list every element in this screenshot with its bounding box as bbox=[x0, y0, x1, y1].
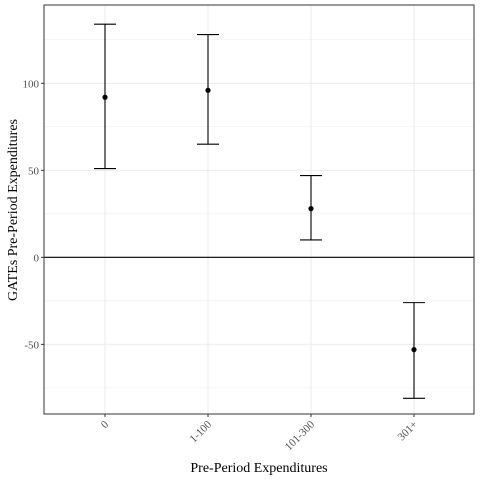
y-tick-label: -50 bbox=[24, 339, 39, 351]
point-estimate-1-100 bbox=[205, 87, 211, 93]
y-tick-label: 0 bbox=[34, 252, 40, 264]
y-tick-label: 100 bbox=[23, 78, 40, 90]
y-axis-title: GATEs Pre-Period Expenditures bbox=[6, 119, 21, 301]
y-tick-label: 50 bbox=[28, 165, 40, 177]
point-estimate-0 bbox=[102, 94, 108, 100]
x-axis-title: Pre-Period Expenditures bbox=[190, 461, 327, 476]
point-estimates bbox=[102, 87, 417, 353]
panel-border bbox=[43, 4, 475, 415]
point-estimate-301+ bbox=[411, 347, 417, 353]
point-estimate-101-300 bbox=[308, 206, 314, 212]
y-axis: -50 0 50 100 bbox=[23, 78, 44, 351]
